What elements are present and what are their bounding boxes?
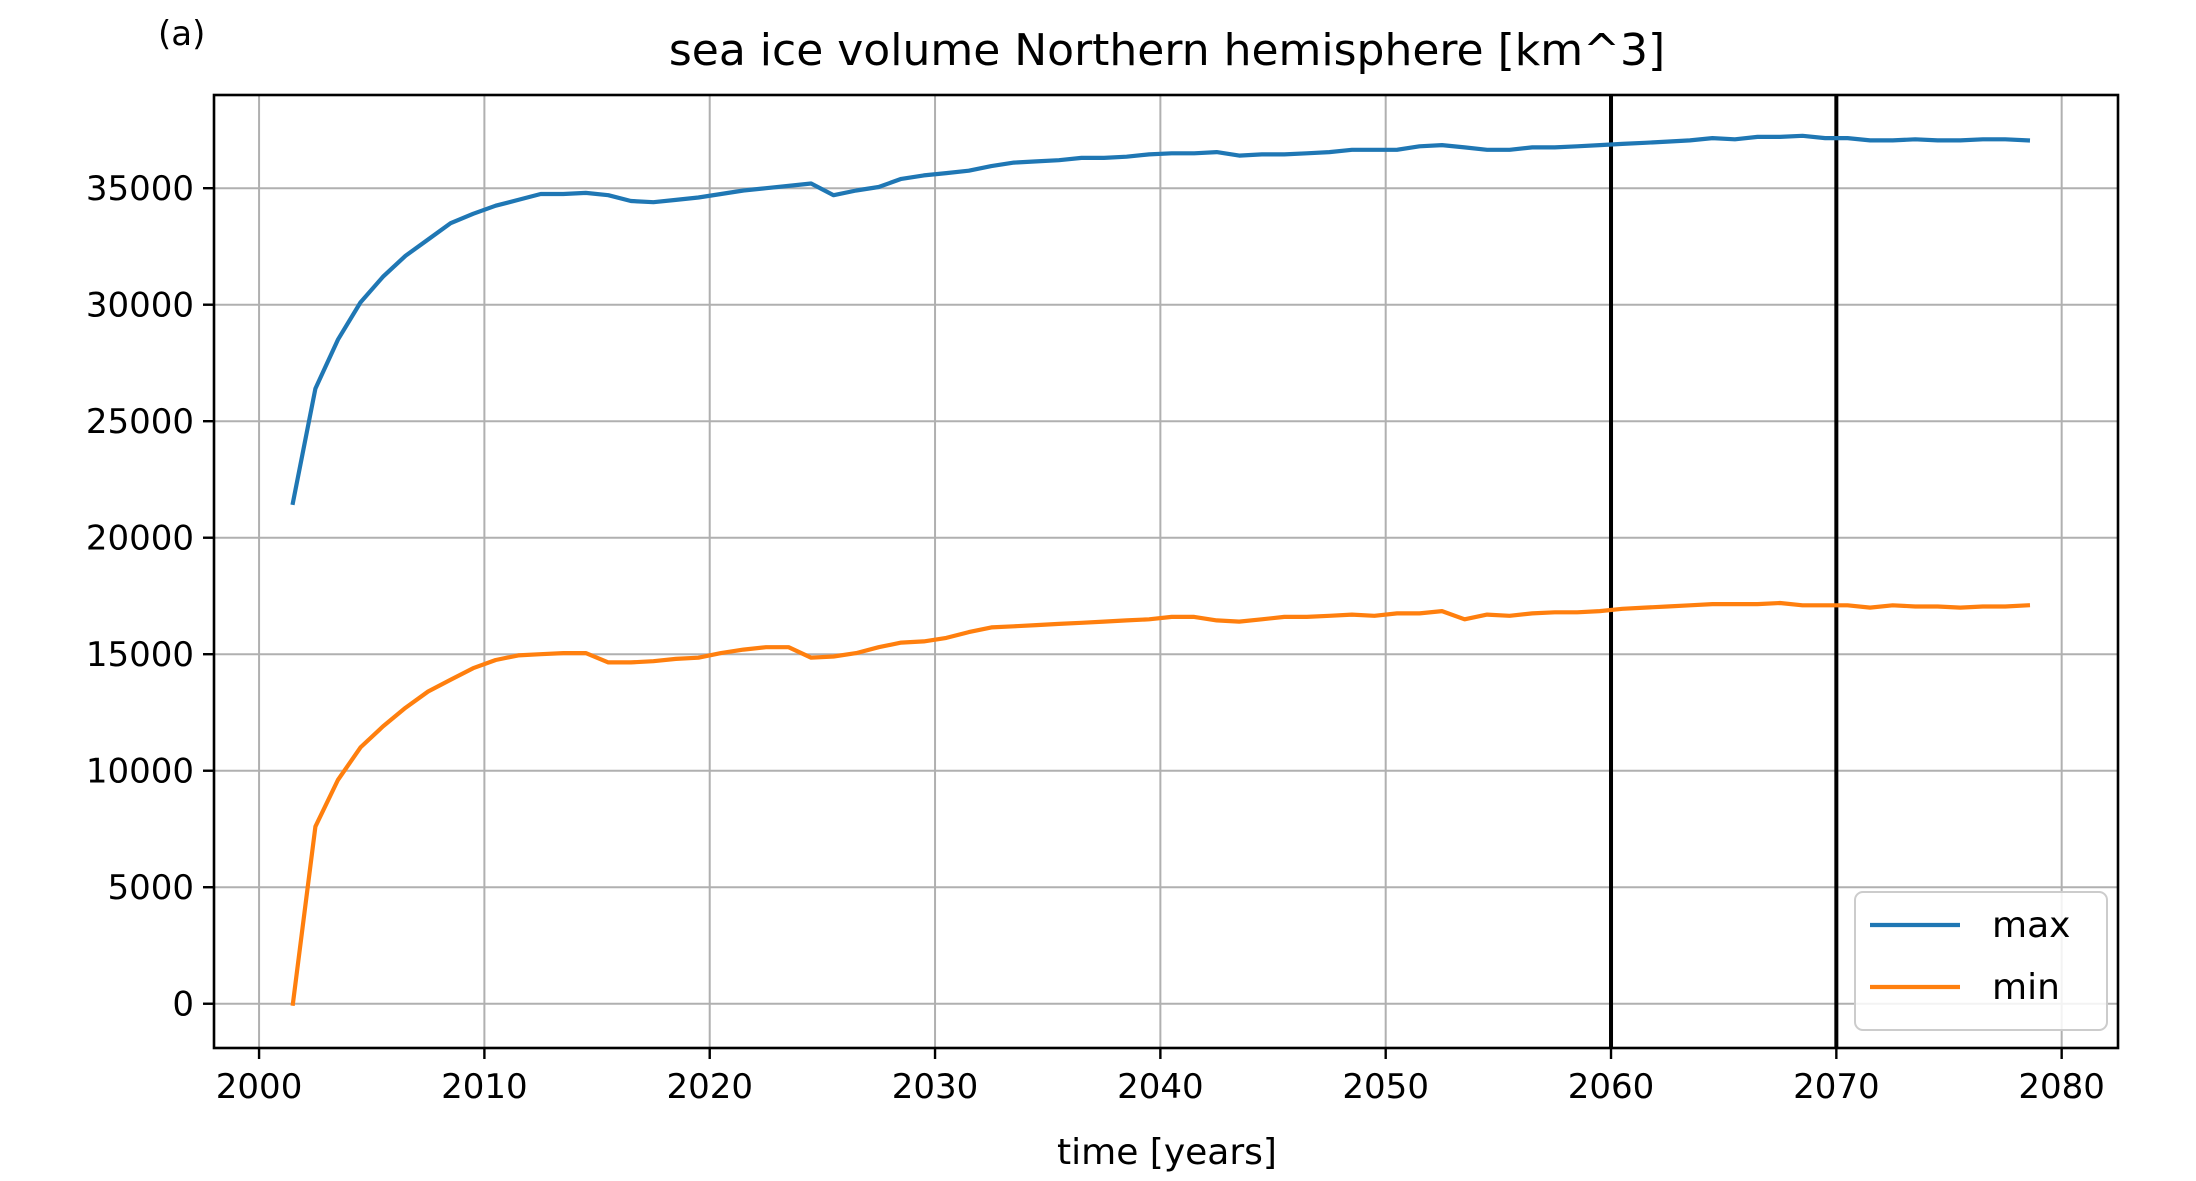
- legend: max min: [1854, 891, 2108, 1031]
- y-tick-label: 35000: [86, 169, 194, 209]
- y-tick-label: 20000: [86, 519, 194, 559]
- y-axis-ticks: 0 5000 10000 15000 20000 25000 30000 35000: [86, 169, 214, 1025]
- plot-frame: [212, 93, 2120, 1050]
- y-tick-label: 30000: [86, 286, 194, 326]
- legend-label-min: min: [1992, 967, 2060, 1008]
- x-axis-ticks: 2000 2010 2020 2030 2040 2050 2060 2070 2080: [216, 1048, 2105, 1107]
- x-tick-label: 2030: [892, 1067, 979, 1107]
- y-tick-label: 5000: [107, 868, 194, 908]
- x-tick-label: 2040: [1117, 1067, 1204, 1107]
- grid-lines: [214, 95, 2118, 1048]
- x-tick-label: 2020: [666, 1067, 753, 1107]
- x-tick-label: 2010: [441, 1067, 528, 1107]
- x-tick-label: 2080: [2018, 1067, 2105, 1107]
- y-tick-label: 15000: [86, 635, 194, 675]
- series-line-max: [290, 133, 2031, 506]
- x-tick-label: 2060: [1568, 1067, 1655, 1107]
- reference-lines: [1609, 95, 1839, 1048]
- x-tick-label: 2070: [1793, 1067, 1880, 1107]
- chart-title: sea ice volume Northern hemisphere [km^3…: [669, 25, 1665, 76]
- y-tick-label: 0: [172, 985, 194, 1025]
- series-line-min: [290, 600, 2031, 1007]
- x-tick-label: 2050: [1342, 1067, 1429, 1107]
- x-axis-label: time [years]: [1057, 1132, 1277, 1173]
- data-series: [290, 133, 2031, 1007]
- y-tick-label: 10000: [86, 752, 194, 792]
- legend-label-max: max: [1992, 905, 2070, 946]
- y-tick-label: 25000: [86, 402, 194, 442]
- x-tick-label: 2000: [216, 1067, 303, 1107]
- panel-label: (a): [158, 14, 205, 54]
